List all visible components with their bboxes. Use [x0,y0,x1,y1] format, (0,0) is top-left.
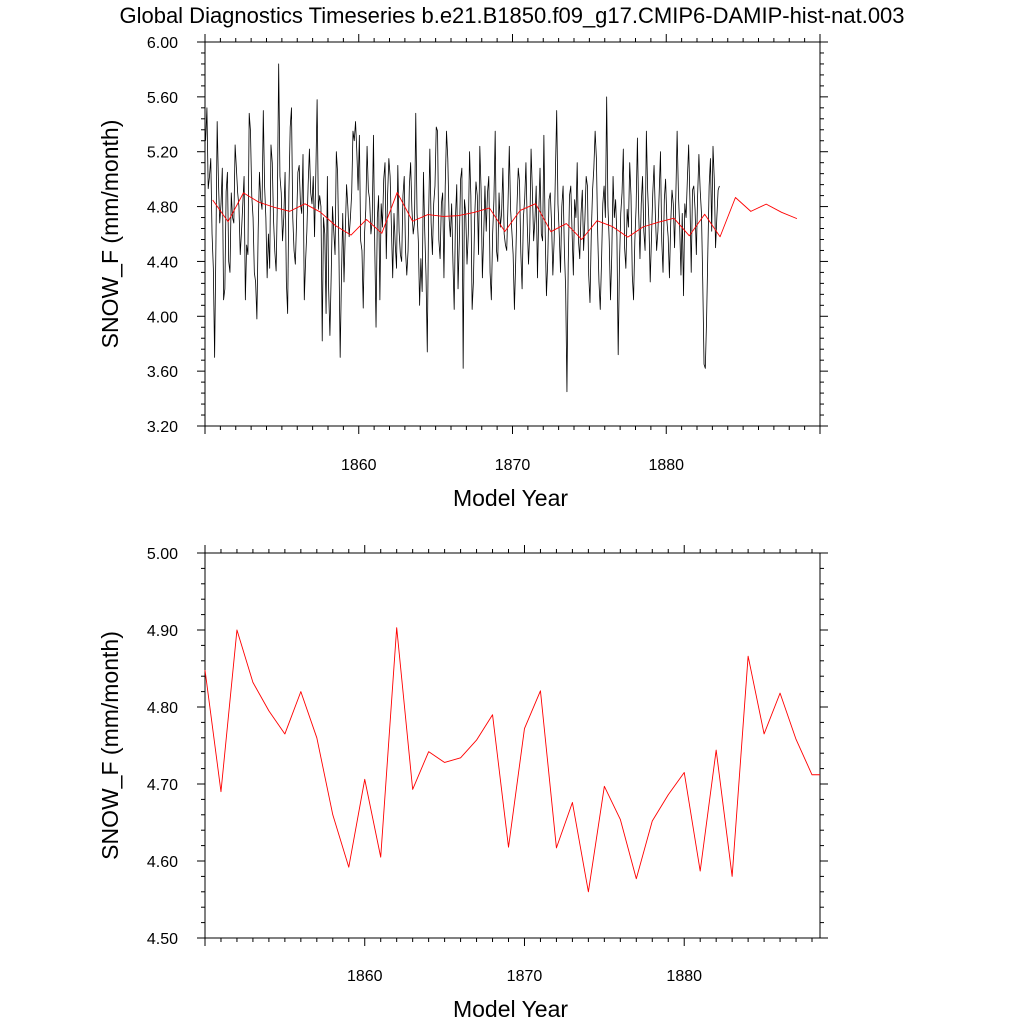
timeseries-panel-top: 3.20 3.60 4.00 4.40 4.80 5.20 5.60 6.00 1860 1870… [97,34,828,511]
y-tick-label: 4.00 [147,309,178,326]
x-tick-label: 1870 [495,457,531,474]
timeseries-panel-bottom: 4.50 4.60 4.70 4.80 4.90 5.00 1860 1870 1880 Mode… [97,545,828,1022]
monthly-series-line [205,63,720,393]
y-tick-label: 3.60 [147,364,178,381]
y-tick-label: 5.60 [147,90,178,107]
y-tick-label: 4.80 [147,700,178,717]
x-tick-label: 1880 [648,457,684,474]
plot-frame [204,41,821,427]
y-tick-label: 4.90 [147,623,178,640]
y-tick-label: 4.80 [147,200,178,217]
x-axis-title: Model Year [453,996,568,1022]
figure-title: Global Diagnostics Timeseries b.e21.B185… [119,3,904,28]
x-axis-title: Model Year [453,485,568,511]
y-tick-label: 4.70 [147,777,178,794]
x-tick-label: 1860 [341,457,377,474]
y-tick-label: 5.00 [147,546,178,563]
x-tick-label: 1870 [507,968,543,985]
y-tick-label: 4.60 [147,854,178,871]
annual-mean-series-line [204,627,820,893]
y-tick-label: 4.40 [147,254,178,271]
y-tick-label: 4.50 [147,931,178,948]
y-axis-title: SNOW_F (mm/month) [97,631,123,860]
y-tick-label: 6.00 [147,35,178,52]
annual-mean-series-line [212,191,798,240]
y-axis-title: SNOW_F (mm/month) [97,120,123,349]
x-tick-label: 1880 [666,968,702,985]
plot-frame [204,552,821,939]
x-tick-label: 1860 [347,968,383,985]
y-tick-label: 3.20 [147,419,178,436]
y-tick-label: 5.20 [147,145,178,162]
